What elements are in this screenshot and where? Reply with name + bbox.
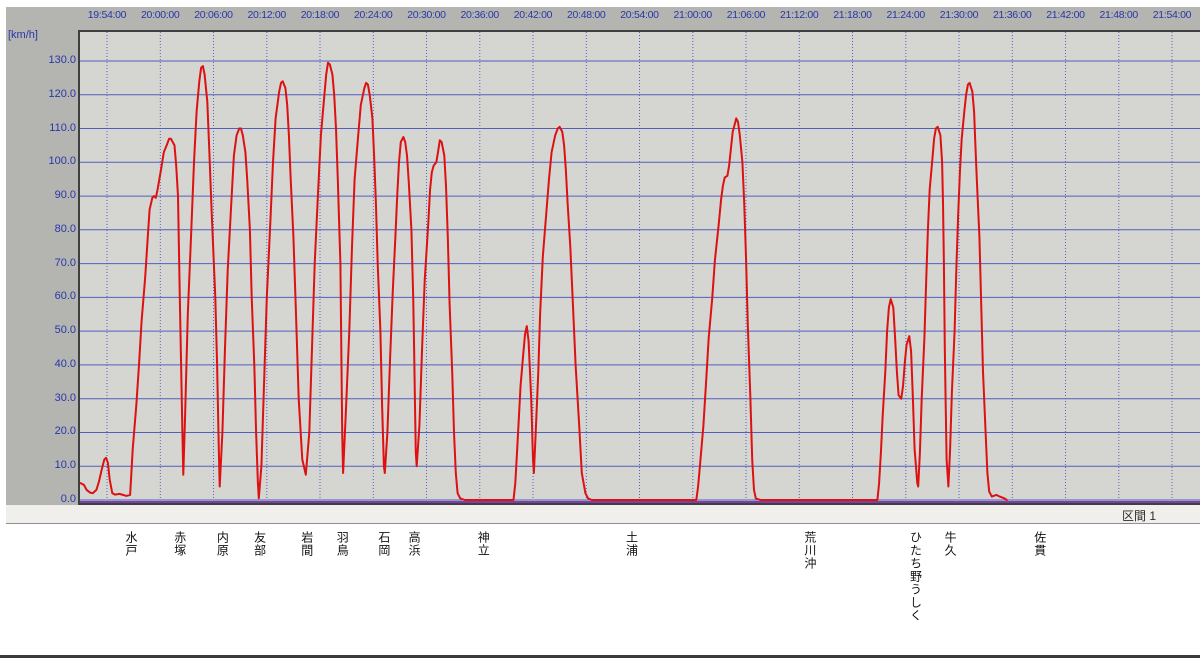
station-label: 岩間	[299, 531, 314, 557]
y-tick-label: 130.0	[48, 53, 76, 66]
y-tick-label: 60.0	[54, 290, 76, 303]
y-tick-label: 50.0	[54, 324, 76, 337]
y-tick-label: 10.0	[54, 459, 76, 472]
x-tick-label: 21:06:00	[726, 9, 766, 21]
y-tick-label: 20.0	[54, 425, 76, 438]
station-label: 神立	[476, 531, 491, 557]
bottom-divider-bar	[0, 655, 1200, 658]
station-label: 友部	[252, 531, 267, 557]
x-tick-label: 20:06:00	[194, 9, 233, 21]
y-tick-label: 80.0	[54, 222, 76, 235]
station-label: 牛久	[943, 531, 958, 557]
y-tick-label: 90.0	[54, 189, 76, 202]
station-label: 高浜	[407, 531, 422, 557]
x-tick-label: 19:54:00	[87, 9, 127, 21]
y-tick-label: 100.0	[48, 155, 76, 168]
section-label: 区間 1	[1122, 509, 1157, 523]
x-tick-label: 20:54:00	[620, 9, 659, 21]
x-tick-label: 21:54:00	[1152, 9, 1192, 21]
station-label: ひたち野うしく	[908, 531, 923, 622]
x-tick-label: 20:36:00	[460, 9, 500, 21]
speed-series	[80, 61, 1008, 501]
x-tick-label: 20:30:00	[407, 9, 446, 21]
x-tick-label: 20:24:00	[354, 9, 393, 21]
x-tick-label: 20:18:00	[300, 9, 340, 21]
y-tick-label: 0.0	[60, 493, 76, 505]
station-label: 赤塚	[172, 531, 187, 557]
station-label: 土浦	[624, 531, 639, 557]
station-label: 荒川沖	[802, 531, 817, 570]
y-tick-label: 120.0	[48, 87, 76, 100]
plot-area	[78, 30, 1200, 505]
x-tick-label: 21:36:00	[993, 9, 1032, 21]
station-label: 水戸	[123, 531, 138, 557]
station-label: 佐貫	[1032, 531, 1047, 557]
x-tick-label: 21:48:00	[1099, 9, 1139, 21]
speed-time-chart	[80, 32, 1200, 503]
x-tick-label: 21:00:00	[673, 9, 713, 21]
x-tick-label: 21:24:00	[886, 9, 926, 21]
section-strip: 区間 1	[6, 505, 1200, 524]
station-label: 羽鳥	[335, 531, 350, 557]
x-tick-label: 21:12:00	[780, 9, 819, 21]
x-tick-label: 20:00:00	[141, 9, 180, 21]
x-tick-label: 21:18:00	[833, 9, 872, 21]
station-label: 石岡	[376, 531, 391, 557]
x-tick-label: 20:48:00	[567, 9, 606, 21]
y-tick-label: 70.0	[54, 256, 76, 269]
y-axis-unit-label: [km/h]	[8, 29, 38, 41]
x-tick-label: 21:30:00	[939, 9, 979, 21]
station-label: 内原	[215, 531, 230, 557]
x-tick-label: 20:42:00	[513, 9, 553, 21]
x-tick-label: 21:42:00	[1046, 9, 1085, 21]
y-tick-label: 110.0	[49, 121, 76, 134]
y-tick-label: 30.0	[54, 391, 76, 404]
x-tick-label: 20:12:00	[247, 9, 287, 21]
y-tick-label: 40.0	[54, 357, 76, 370]
